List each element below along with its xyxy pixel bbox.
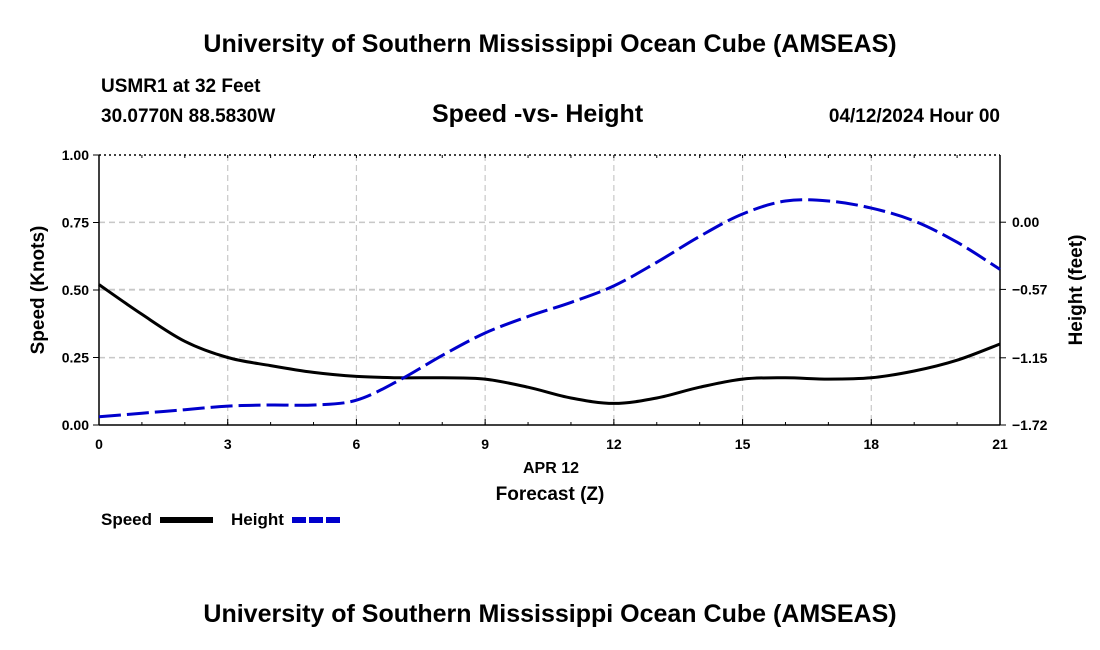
x-tick-label: 15 (735, 436, 751, 452)
x-tick-label: 6 (353, 436, 361, 452)
y-left-tick-label: 0.75 (62, 215, 89, 231)
x-tick-label: 21 (992, 436, 1008, 452)
x-axis-label: Forecast (Z) (496, 484, 605, 505)
top-title: University of Southern Mississippi Ocean… (203, 30, 897, 58)
series-line-height (98, 198, 1001, 419)
y-right-tick-label: −0.57 (1012, 281, 1048, 297)
chart-title: Speed -vs- Height (432, 100, 644, 128)
x-tick-label: 12 (606, 436, 622, 452)
y-left-tick-label: 0.50 (62, 282, 89, 298)
series-line-speed (98, 283, 1001, 405)
y-axis-right-label: Height (feet) (1066, 235, 1087, 346)
x-axis-sublabel: APR 12 (523, 460, 579, 477)
y-right-tick-label: 0.00 (1012, 214, 1039, 230)
station-label: USMR1 at 32 Feet (101, 76, 261, 97)
date-label: 04/12/2024 Hour 00 (828, 106, 1000, 127)
legend-height-swatch (292, 517, 342, 523)
x-tick-label: 9 (481, 436, 489, 452)
y-left-tick-label: 1.00 (62, 147, 89, 163)
legend-speed-label: Speed (101, 510, 153, 529)
x-tick-label: 18 (863, 436, 879, 452)
location-label: 30.0770N 88.5830W (101, 106, 276, 127)
y-left-tick-label: 0.00 (62, 417, 89, 433)
y-left-tick-label: 0.25 (62, 350, 89, 366)
legend-speed-swatch (160, 517, 213, 523)
y-right-tick-label: −1.72 (1012, 417, 1048, 433)
y-axis-left-label: Speed (Knots) (28, 226, 49, 355)
legend-height-label: Height (231, 510, 284, 529)
y-right-tick-label: −1.15 (1012, 350, 1048, 366)
bottom-title: University of Southern Mississippi Ocean… (203, 600, 897, 628)
x-tick-label: 3 (224, 436, 232, 452)
x-tick-label: 0 (95, 436, 103, 452)
